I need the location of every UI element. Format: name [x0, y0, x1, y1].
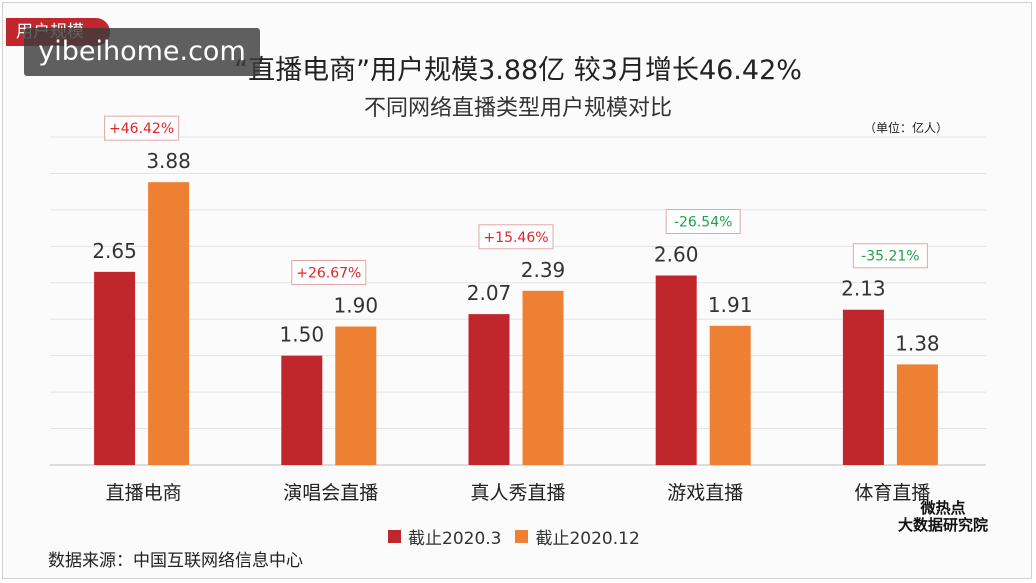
bar-2020-3: [281, 355, 323, 465]
data-source: 数据来源：中国互联网络信息中心: [48, 551, 303, 571]
category-label: 直播电商: [106, 482, 182, 504]
bar-2020-12: [335, 326, 377, 465]
change-label: -35.21%: [861, 249, 919, 265]
change-label: +15.46%: [483, 230, 548, 246]
bar-2020-3: [468, 314, 510, 465]
value-label: 3.88: [146, 149, 191, 173]
value-label: 1.38: [895, 331, 940, 355]
category-label: 演唱会直播: [283, 482, 378, 504]
bar-2020-3: [94, 271, 136, 465]
brand-line-1: 微热点: [920, 499, 966, 517]
category-label: 真人秀直播: [470, 482, 565, 504]
value-label: 2.07: [467, 281, 512, 305]
watermark: yibeihome.com: [24, 28, 260, 76]
bar-2020-12: [522, 290, 564, 465]
change-box: [852, 243, 928, 269]
value-label: 1.91: [708, 293, 753, 317]
change-label: +26.67%: [296, 266, 361, 282]
bar-2020-12: [148, 182, 190, 466]
change-box: [665, 208, 741, 234]
bar-2020-3: [655, 275, 697, 465]
value-label: 1.90: [334, 294, 379, 318]
value-label: 2.39: [521, 258, 566, 282]
change-box: [104, 115, 180, 141]
change-box: [291, 260, 367, 286]
chart-subtitle: 不同网络直播类型用户规模对比: [363, 96, 672, 121]
legend-label-2020-12: 截止2020.12: [535, 529, 640, 549]
value-label: 1.50: [280, 323, 325, 347]
legend-label-2020-3: 截止2020.3: [408, 529, 502, 549]
legend-swatch-2020-3: [388, 530, 401, 543]
value-label: 2.13: [841, 277, 886, 301]
legend-swatch-2020-12: [515, 530, 529, 543]
bar-2020-12: [896, 364, 938, 465]
value-label: 2.65: [92, 239, 137, 263]
brand-logo: 微热点 大数据研究院: [898, 500, 988, 533]
change-label: -26.54%: [674, 214, 732, 230]
value-label: 2.60: [654, 242, 699, 266]
bar-2020-12: [709, 325, 751, 465]
legend-item-2020-12: 截止2020.12: [515, 524, 640, 549]
category-label: 游戏直播: [667, 482, 743, 504]
change-box: [478, 224, 554, 250]
unit-label: （单位：亿人）: [863, 121, 948, 135]
brand-line-2: 大数据研究院: [898, 515, 989, 534]
legend-item-2020-3: 截止2020.3: [388, 524, 501, 549]
chart-legend: 截止2020.3 截止2020.12: [388, 524, 654, 549]
chart-title: “直播电商”用户规模3.88亿 较3月增长46.42%: [234, 55, 802, 86]
bar-2020-3: [842, 309, 884, 465]
change-label: +46.42%: [109, 121, 174, 137]
category-label: 体育直播: [854, 482, 930, 504]
